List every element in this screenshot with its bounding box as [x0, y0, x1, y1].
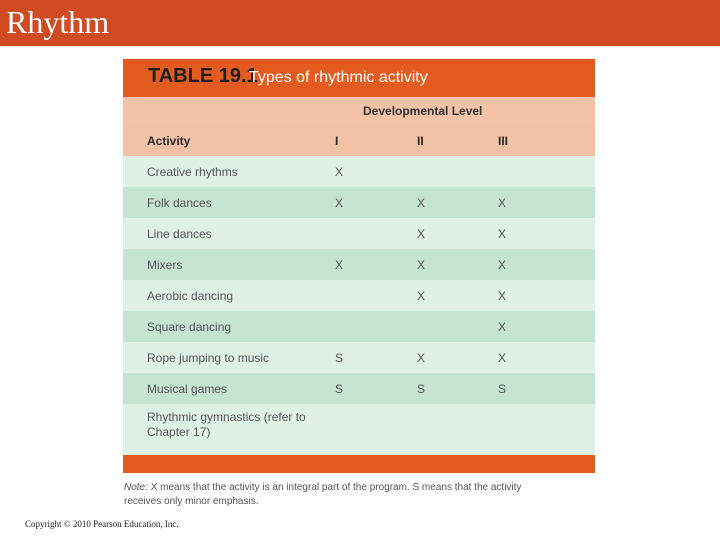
- activity-cell: Aerobic dancing: [147, 288, 234, 303]
- table-title-bar: TABLE 19.1 Types of rhythmic activity: [123, 59, 595, 97]
- column-header-level-i: I: [335, 133, 339, 148]
- note-text: X means that the activity is an integral…: [124, 482, 522, 507]
- level-ii-cell: X: [417, 350, 426, 365]
- level-iii-cell: X: [498, 288, 507, 303]
- table-note: Note: X means that the activity is an in…: [124, 481, 524, 509]
- level-iii-cell: [498, 404, 518, 455]
- copyright-text: Copyright © 2010 Pearson Education, Inc.: [25, 519, 179, 529]
- table-row: Mixers X X X: [123, 249, 595, 280]
- level-iii-cell: X: [498, 350, 507, 365]
- table-row: Musical games S S S: [123, 373, 595, 404]
- level-ii-cell: [417, 156, 437, 187]
- table-bottom-bar: [123, 455, 595, 473]
- level-i-cell: S: [335, 350, 344, 365]
- level-ii-cell: X: [417, 195, 426, 210]
- level-ii-cell: [417, 404, 437, 455]
- activity-cell: Line dances: [147, 226, 212, 241]
- slide-title: Rhythm: [6, 4, 110, 40]
- table-row: Creative rhythms X: [123, 156, 595, 187]
- activity-cell: Musical games: [147, 381, 228, 396]
- level-ii-cell: S: [417, 381, 426, 396]
- table-row: Line dances X X: [123, 218, 595, 249]
- table-row: Aerobic dancing X X: [123, 280, 595, 311]
- level-i-cell: [335, 218, 355, 249]
- activity-cell: Square dancing: [147, 319, 232, 334]
- level-i-cell: X: [335, 195, 344, 210]
- note-label: Note:: [124, 482, 148, 493]
- level-ii-cell: X: [417, 257, 426, 272]
- level-iii-cell: X: [498, 257, 507, 272]
- level-i-cell: [335, 280, 355, 311]
- activity-cell: Folk dances: [147, 195, 212, 210]
- table-row: Rhythmic gymnastics (refer to Chapter 17…: [123, 404, 595, 455]
- level-ii-cell: X: [417, 288, 426, 303]
- level-i-cell: X: [335, 257, 344, 272]
- column-header-row: Activity I II III: [123, 125, 595, 156]
- level-iii-cell: X: [498, 195, 507, 210]
- column-header-level-iii: III: [498, 133, 509, 148]
- level-iii-cell: X: [498, 226, 507, 241]
- level-iii-cell: S: [498, 381, 507, 396]
- activity-table: TABLE 19.1 Types of rhythmic activity De…: [123, 59, 595, 473]
- level-ii-cell: [417, 311, 437, 342]
- level-i-cell: [335, 404, 355, 455]
- column-header-activity: Activity: [147, 133, 191, 148]
- table-row: Folk dances X X X: [123, 187, 595, 218]
- activity-cell: Creative rhythms: [147, 164, 238, 179]
- developmental-level-label: Developmental Level: [363, 104, 483, 118]
- activity-cell: Mixers: [147, 257, 183, 272]
- activity-cell: Rhythmic gymnastics (refer to Chapter 17…: [147, 410, 306, 439]
- developmental-level-header: Developmental Level: [123, 97, 595, 125]
- table-row: Square dancing X: [123, 311, 595, 342]
- column-header-level-ii: II: [417, 133, 424, 148]
- level-i-cell: X: [335, 164, 344, 179]
- table-number: TABLE 19.1: [148, 65, 258, 87]
- activity-cell: Rope jumping to music: [147, 350, 270, 365]
- level-ii-cell: X: [417, 226, 426, 241]
- header-bar: Rhythm: [0, 0, 720, 46]
- level-i-cell: [335, 311, 355, 342]
- level-i-cell: S: [335, 381, 344, 396]
- table-row: Rope jumping to music S X X: [123, 342, 595, 373]
- level-iii-cell: X: [498, 319, 507, 334]
- level-iii-cell: [498, 156, 518, 187]
- table-caption: Types of rhythmic activity: [249, 69, 428, 86]
